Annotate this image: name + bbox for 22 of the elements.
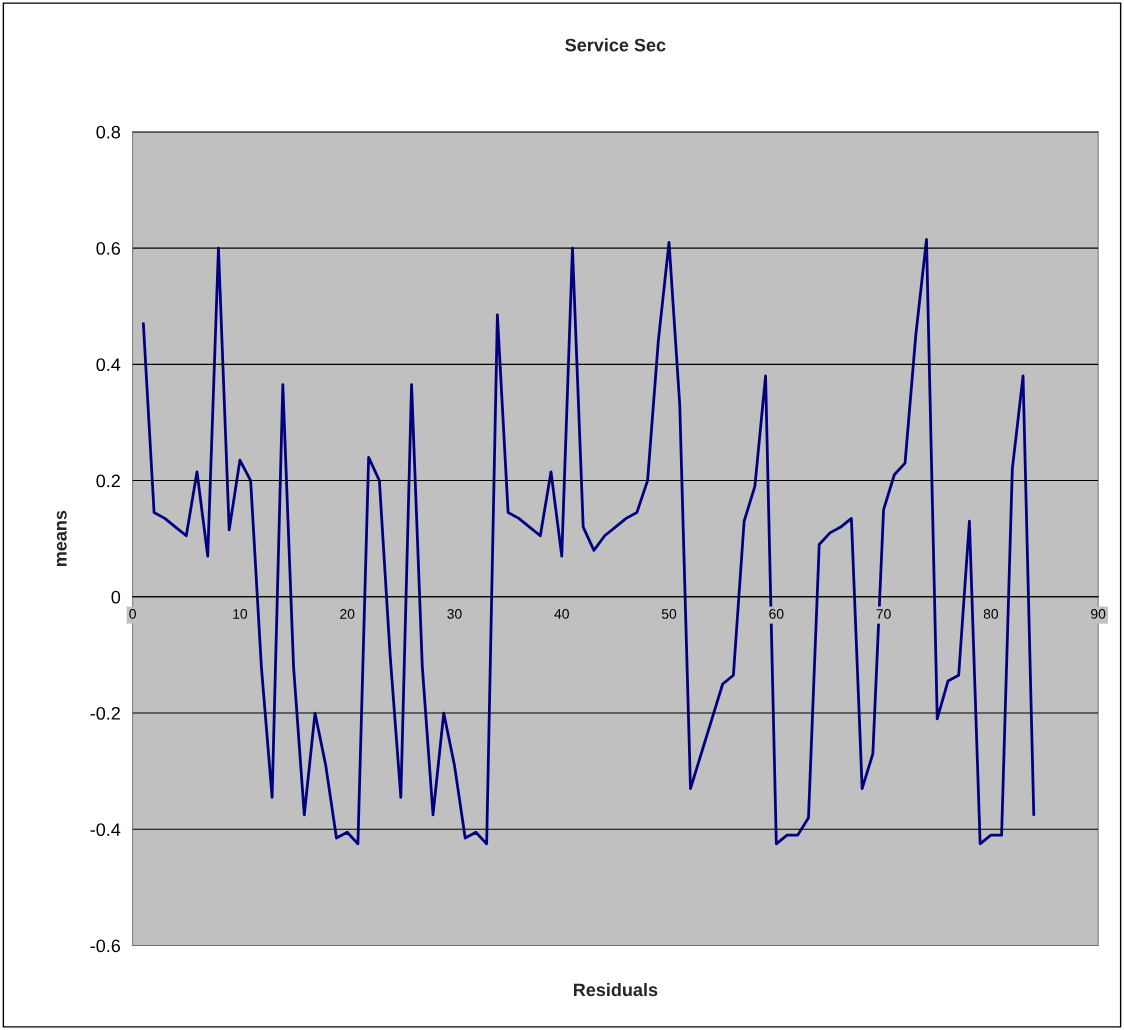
x-tick-label: 0 [129,608,136,619]
y-tick-label: 0 [111,590,121,604]
y-tick-label: 0.4 [96,358,121,372]
x-tick-label: 20 [340,608,355,619]
line-series [141,237,1036,846]
x-tick-label: 40 [554,608,569,619]
chart-title: Service Sec [565,38,666,52]
x-tick-label: 70 [876,608,891,619]
y-tick-label: 0.6 [96,242,121,255]
x-tick-label: 30 [447,608,462,619]
x-tick-label: 60 [769,608,784,619]
x-axis-title: Residuals [573,982,658,997]
x-tick-label: 90 [1091,608,1106,619]
y-tick-label: -0.4 [90,823,121,837]
x-tick-label: 50 [661,608,677,619]
x-tick-label: 80 [983,608,999,619]
y-tick-label: -0.6 [90,939,121,953]
y-tick-label: -0.2 [90,706,120,720]
y-tick-label: 0.8 [96,125,121,139]
y-axis-title: means [56,510,67,567]
x-tick-label: 10 [233,608,248,619]
y-tick-label: 0.2 [96,474,120,488]
